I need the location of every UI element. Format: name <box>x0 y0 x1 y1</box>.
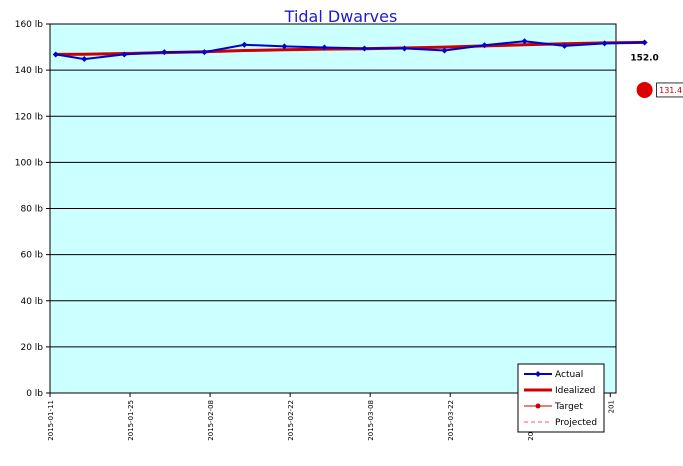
actual-point <box>81 56 88 63</box>
actual-point <box>641 39 648 46</box>
actual-point <box>161 49 168 56</box>
y-tick-label: 40 lb <box>20 297 43 307</box>
projected-value-label: 131.4 <box>659 86 682 95</box>
chart-title: Tidal Dwarves <box>284 7 398 26</box>
actual-point <box>201 49 208 56</box>
actual-point <box>321 44 328 51</box>
legend-box <box>517 363 605 433</box>
actual-point <box>52 51 59 58</box>
y-tick-label: 20 lb <box>20 343 43 353</box>
legend-label-idealized: Idealized <box>555 386 595 396</box>
actual-point <box>121 51 128 58</box>
actual-point <box>601 40 608 47</box>
legend-marker-target <box>535 403 541 409</box>
legend-label-actual: Actual <box>555 370 583 380</box>
end-value-label: 152.0 <box>630 53 658 63</box>
actual-point <box>401 45 408 52</box>
y-tick-label: 140 lb <box>15 66 44 76</box>
projected-label-box <box>656 82 683 98</box>
legend-label-target: Target <box>554 402 583 412</box>
x-tick-label: 201 <box>607 400 615 413</box>
x-tick-label: 2015-02-22 <box>287 400 295 441</box>
y-tick-label: 60 lb <box>20 251 43 261</box>
y-tick-label: 80 lb <box>20 205 43 215</box>
actual-point <box>361 45 368 52</box>
legend-marker-actual <box>535 371 541 377</box>
actual-point <box>441 47 448 54</box>
actual-point <box>561 42 568 49</box>
series-layer <box>52 38 648 63</box>
actual-point <box>481 42 488 49</box>
x-tick-label: 2015-02-08 <box>207 400 215 441</box>
x-tick-label: 2015-03-22 <box>447 400 455 441</box>
x-tick-label: 2015-01-25 <box>127 400 135 441</box>
y-tick-label: 100 lb <box>15 158 44 168</box>
y-axis: 0 lb 20 lb 40 lb 60 lb 80 lb 100 lb 120 lb 140 … <box>15 20 50 399</box>
y-tick-label: 0 lb <box>26 389 43 399</box>
y-tick-label: 160 lb <box>15 20 44 30</box>
legend: Actual Idealized Target Projected <box>517 363 605 433</box>
actual-point <box>521 38 528 45</box>
projected-point <box>636 81 653 98</box>
x-tick-label: 2015-01-11 <box>47 400 55 441</box>
annotations: 152.0 131.4 <box>630 53 683 98</box>
gridlines <box>50 69 616 348</box>
y-tick-label: 120 lb <box>15 112 44 122</box>
legend-label-projected: Projected <box>555 418 597 428</box>
actual-line <box>55 40 645 61</box>
actual-point <box>241 41 248 48</box>
x-tick-label: 2015-03-08 <box>367 400 375 441</box>
actual-point <box>281 43 288 50</box>
